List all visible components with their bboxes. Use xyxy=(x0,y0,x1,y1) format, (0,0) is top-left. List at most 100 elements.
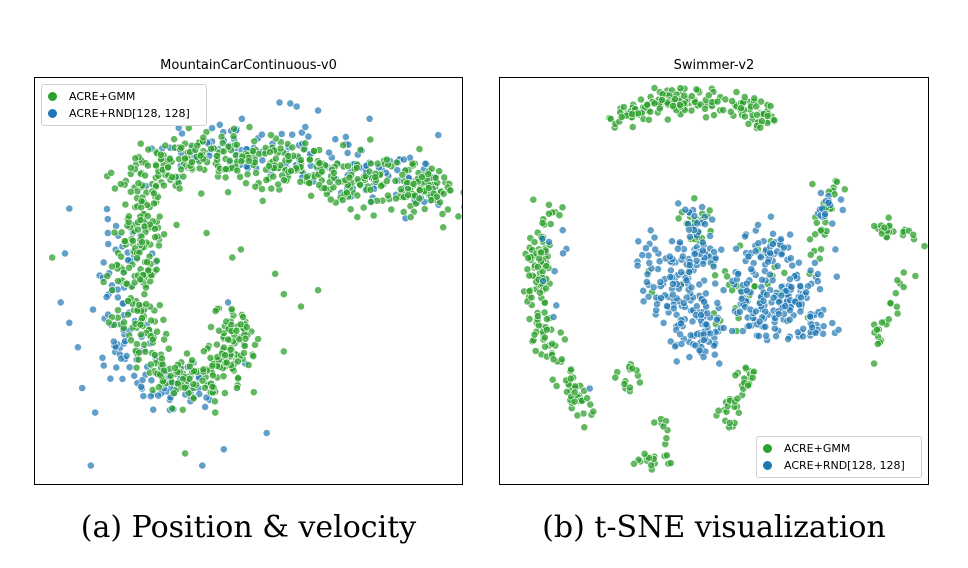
scatter-point-rnd xyxy=(677,319,685,328)
scatter-point-rnd xyxy=(304,132,313,141)
scatter-point-gmm xyxy=(443,205,452,214)
scatter-point-rnd xyxy=(737,294,746,303)
scatter-point-gmm xyxy=(524,254,533,262)
scatter-point-gmm xyxy=(227,305,236,313)
scatter-point-rnd xyxy=(103,215,112,223)
chart-b-plot-area: ACRE+GMM ACRE+RND[128, 128] xyxy=(499,77,929,485)
scatter-point-gmm xyxy=(338,196,347,204)
scatter-point-gmm xyxy=(366,135,375,144)
scatter-point-rnd xyxy=(698,238,707,247)
scatter-point-rnd xyxy=(301,123,310,131)
scatter-point-gmm xyxy=(884,213,893,222)
scatter-point-rnd xyxy=(700,297,708,306)
scatter-point-gmm xyxy=(175,184,184,193)
scatter-point-rnd xyxy=(692,302,701,311)
scatter-point-gmm xyxy=(234,374,242,383)
scatter-point-rnd xyxy=(668,237,676,246)
scatter-point-gmm xyxy=(870,359,878,368)
scatter-point-gmm xyxy=(258,197,267,205)
scatter-point-rnd xyxy=(675,238,684,247)
scatter-point-gmm xyxy=(646,107,655,116)
scatter-point-gmm xyxy=(119,268,128,277)
scatter-point-rnd xyxy=(769,293,778,302)
scatter-point-gmm xyxy=(156,150,165,159)
scatter-point-rnd xyxy=(819,329,827,338)
scatter-point-gmm xyxy=(185,374,194,383)
scatter-point-gmm xyxy=(254,335,262,343)
scatter-point-gmm xyxy=(806,235,814,244)
scatter-point-gmm xyxy=(561,335,569,344)
scatter-point-gmm xyxy=(262,176,271,184)
scatter-point-gmm xyxy=(251,182,260,191)
scatter-point-gmm xyxy=(580,423,589,432)
scatter-point-gmm xyxy=(245,157,253,165)
scatter-point-gmm xyxy=(137,197,146,206)
scatter-point-gmm xyxy=(296,177,305,186)
scatter-point-gmm xyxy=(352,163,361,172)
scatter-point-gmm xyxy=(267,131,275,139)
scatter-point-rnd xyxy=(781,302,790,311)
scatter-point-rnd xyxy=(690,250,699,259)
scatter-point-gmm xyxy=(230,124,238,133)
scatter-point-gmm xyxy=(228,253,237,262)
scatter-point-rnd xyxy=(685,353,694,361)
scatter-point-rnd xyxy=(711,279,720,288)
scatter-point-rnd xyxy=(747,265,755,273)
scatter-point-gmm xyxy=(240,342,249,350)
scatter-point-gmm xyxy=(208,362,217,370)
scatter-point-gmm xyxy=(315,159,324,167)
scatter-point-gmm xyxy=(573,411,582,420)
scatter-point-gmm xyxy=(48,253,57,262)
scatter-point-gmm xyxy=(135,300,144,309)
scatter-point-rnd xyxy=(109,337,118,346)
scatter-point-rnd xyxy=(365,114,374,123)
scatter-point-gmm xyxy=(630,459,638,468)
scatter-point-gmm xyxy=(398,170,407,179)
scatter-point-rnd xyxy=(691,341,700,350)
scatter-point-rnd xyxy=(61,249,69,258)
scatter-point-rnd xyxy=(687,283,696,292)
scatter-point-rnd xyxy=(695,280,704,289)
scatter-point-rnd xyxy=(638,251,647,259)
scatter-point-gmm xyxy=(234,357,242,366)
scatter-point-gmm xyxy=(766,102,775,110)
scatter-point-gmm xyxy=(460,203,462,211)
scatter-point-gmm xyxy=(415,186,424,195)
scatter-point-rnd xyxy=(677,268,686,276)
legend-marker-gmm xyxy=(48,92,57,101)
scatter-point-gmm xyxy=(731,371,740,380)
scatter-point-gmm xyxy=(687,92,696,100)
scatter-point-gmm xyxy=(242,179,250,188)
scatter-point-rnd xyxy=(710,350,719,359)
scatter-point-gmm xyxy=(873,339,882,348)
scatter-point-rnd xyxy=(56,298,65,307)
scatter-point-rnd xyxy=(786,254,795,263)
scatter-point-rnd xyxy=(634,237,643,246)
scatter-point-gmm xyxy=(274,180,282,189)
scatter-point-gmm xyxy=(310,147,318,155)
scatter-point-rnd xyxy=(819,322,828,331)
scatter-point-rnd xyxy=(751,307,760,316)
scatter-point-gmm xyxy=(296,156,305,164)
scatter-point-rnd xyxy=(122,351,131,360)
scatter-point-gmm xyxy=(744,381,752,390)
scatter-point-rnd xyxy=(656,278,665,286)
caption-a: (a) Position & velocity xyxy=(80,510,417,545)
scatter-point-gmm xyxy=(543,315,551,323)
scatter-point-gmm xyxy=(305,155,314,164)
scatter-point-gmm xyxy=(224,142,233,151)
scatter-point-gmm xyxy=(884,315,893,324)
caption-b: (b) t-SNE visualization xyxy=(542,510,886,545)
scatter-point-rnd xyxy=(653,300,661,309)
scatter-point-gmm xyxy=(148,335,157,344)
scatter-point-gmm xyxy=(643,100,652,109)
scatter-point-rnd xyxy=(773,262,782,270)
scatter-point-rnd xyxy=(678,252,687,261)
scatter-point-gmm xyxy=(168,404,177,413)
scatter-point-gmm xyxy=(626,383,634,392)
scatter-point-gmm xyxy=(733,394,742,403)
scatter-point-rnd xyxy=(552,301,561,310)
scatter-point-gmm xyxy=(530,238,539,246)
scatter-point-gmm xyxy=(382,177,391,185)
scatter-point-rnd xyxy=(257,130,266,139)
